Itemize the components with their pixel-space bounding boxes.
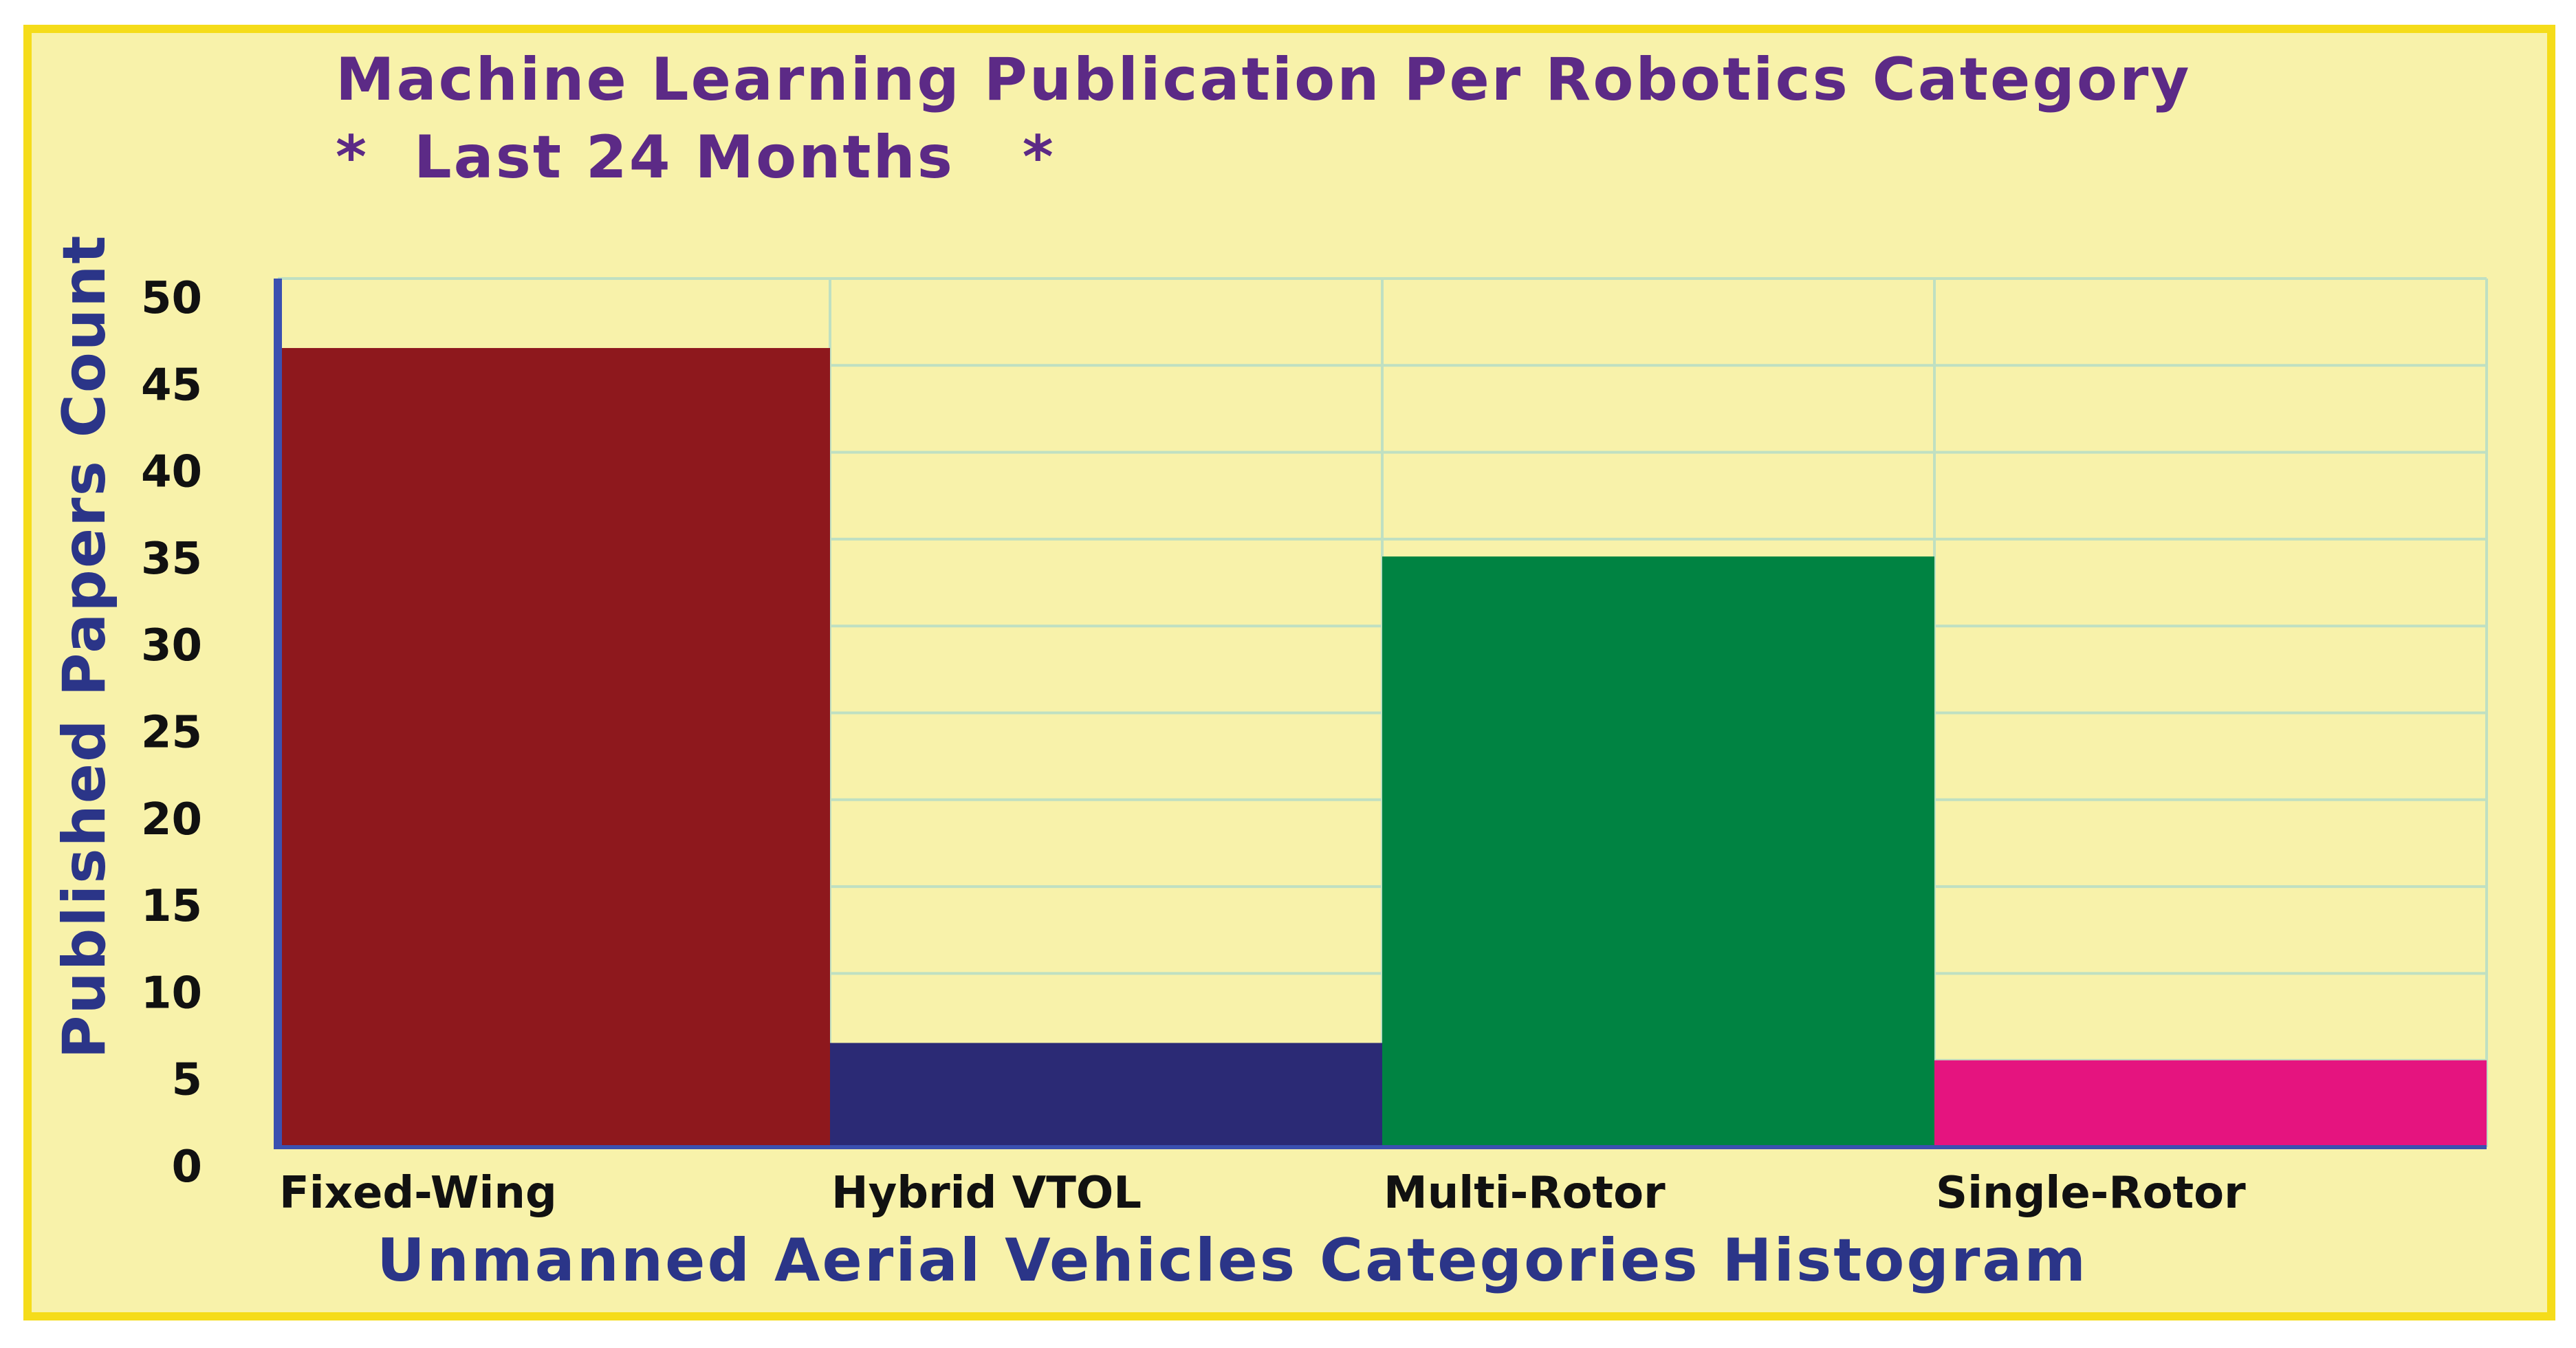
y-tick-labels: 0 5 10 15 20 25 30 35 40 45 50: [141, 273, 202, 1193]
y-tick-label: 5: [171, 1055, 202, 1106]
y-tick-label: 45: [141, 360, 202, 411]
x-tick-label: Hybrid VTOL: [831, 1168, 1142, 1219]
x-tick-label: Multi-Rotor: [1384, 1168, 1666, 1219]
chart-title: Machine Learning Publication Per Robotic…: [336, 45, 2191, 114]
bar-fixed-wing: [278, 348, 830, 1147]
y-tick-label: 30: [141, 620, 202, 671]
x-axis-label: Unmanned Aerial Vehicles Categories Hist…: [377, 1226, 2088, 1295]
x-tick-label: Single-Rotor: [1936, 1168, 2246, 1219]
y-axis-label: Published Papers Count: [50, 235, 119, 1059]
y-tick-label: 0: [171, 1142, 202, 1193]
y-tick-label: 35: [141, 534, 202, 585]
bars: [278, 348, 2487, 1147]
x-tick-label: Fixed-Wing: [279, 1168, 557, 1219]
bar-single-rotor: [1934, 1060, 2487, 1147]
y-tick-label: 10: [141, 968, 202, 1019]
y-tick-label: 40: [141, 447, 202, 498]
x-tick-labels: Fixed-Wing Hybrid VTOL Multi-Rotor Single-R…: [279, 1168, 2246, 1219]
y-tick-label: 20: [141, 794, 202, 845]
bar-hybrid-vtol: [830, 1043, 1382, 1147]
y-tick-label: 50: [141, 273, 202, 324]
chart-subtitle: * Last 24 Months *: [336, 123, 1056, 192]
y-tick-label: 15: [141, 881, 202, 932]
y-tick-label: 25: [141, 708, 202, 759]
bar-multi-rotor: [1382, 556, 1934, 1147]
